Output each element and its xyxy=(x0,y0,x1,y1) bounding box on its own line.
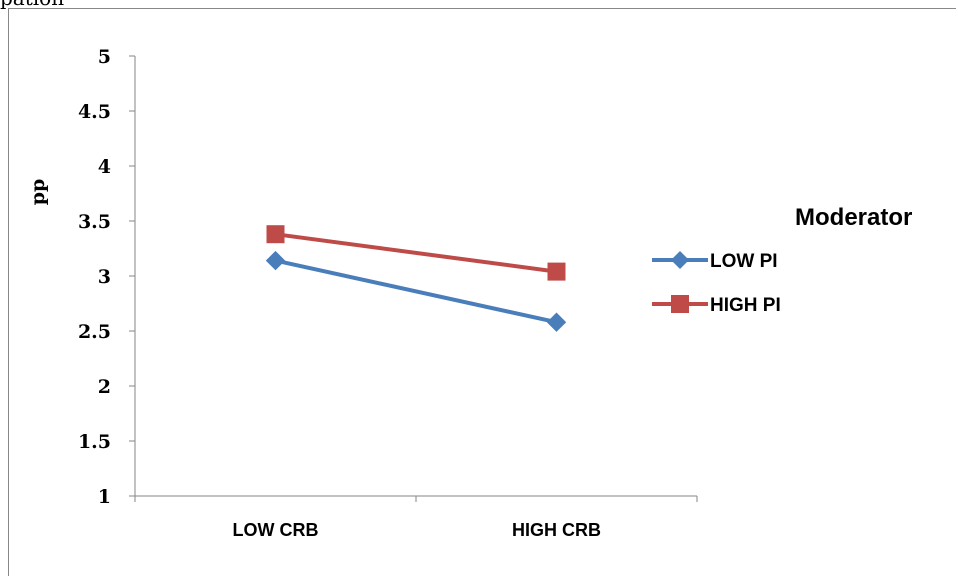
legend-marker-diamond xyxy=(671,251,689,269)
y-tick-label: 4 xyxy=(98,156,111,178)
series-lines xyxy=(265,225,567,332)
y-tick-label: 1.5 xyxy=(78,431,111,453)
data-point-diamond xyxy=(546,312,567,332)
axes xyxy=(129,55,698,502)
y-tick-label: 4.5 xyxy=(78,101,111,123)
x-category-label: HIGH CRB xyxy=(512,520,601,540)
data-point-square xyxy=(266,225,285,244)
y-tick-label: 3.5 xyxy=(78,211,111,233)
legend-label: HIGH PI xyxy=(710,295,781,316)
data-point-square xyxy=(547,262,566,281)
y-tick-label: 5 xyxy=(98,46,111,68)
y-tick-label: 2.5 xyxy=(78,321,111,343)
data-point-diamond xyxy=(265,250,286,271)
y-axis-label: pp xyxy=(27,179,49,206)
series-line-low-pi xyxy=(275,258,557,325)
top-caption: pation xyxy=(0,0,64,10)
x-category-labels: LOW CRB HIGH CRB xyxy=(233,520,601,540)
legend-title: Moderator xyxy=(795,204,912,231)
legend-marker-square xyxy=(671,295,689,313)
chart-frame xyxy=(8,8,956,576)
y-tick-labels: 1 1.5 2 2.5 3 3.5 4 4.5 5 xyxy=(78,46,111,508)
x-category-label: LOW CRB xyxy=(233,520,319,540)
series-line-high-pi xyxy=(275,232,557,274)
y-tick-label: 3 xyxy=(98,266,111,288)
legend: Moderator LOW PI HIGH PI xyxy=(652,204,912,316)
y-tick-label: 1 xyxy=(98,486,111,508)
y-tick-label: 2 xyxy=(98,376,111,398)
legend-label: LOW PI xyxy=(710,251,778,272)
